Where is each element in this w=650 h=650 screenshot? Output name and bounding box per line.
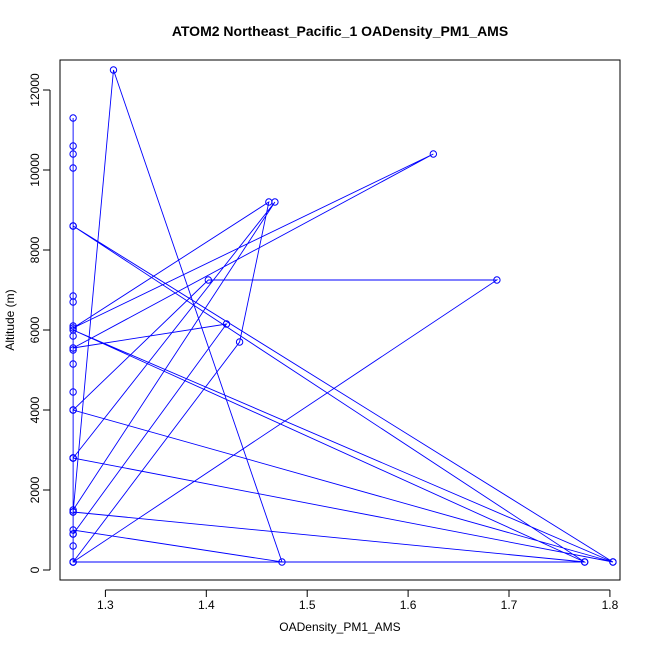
y-tick-label: 12000 <box>28 73 42 107</box>
data-point <box>69 388 77 396</box>
data-point <box>69 454 77 462</box>
chart-title: ATOM2 Northeast_Pacific_1 OADensity_PM1_… <box>172 23 508 39</box>
data-point <box>69 142 77 150</box>
data-point <box>69 324 77 332</box>
x-tick-label: 1.8 <box>602 598 619 612</box>
y-tick-label: 6000 <box>28 316 42 343</box>
data-point <box>69 530 77 538</box>
data-point <box>69 326 77 334</box>
data-point <box>69 150 77 158</box>
data-point <box>69 322 77 330</box>
data-point <box>69 360 77 368</box>
data-point <box>69 164 77 172</box>
x-axis: 1.3 1.4 1.5 1.6 1.7 1.8 <box>97 589 619 612</box>
data-point <box>493 276 501 284</box>
data-point <box>69 114 77 122</box>
data-point <box>235 338 244 346</box>
y-tick-label: 0 <box>28 566 42 573</box>
data-point <box>69 542 77 550</box>
y-axis-label: Altitude (m) <box>3 289 17 350</box>
data-point <box>69 298 77 306</box>
data-point <box>580 558 589 566</box>
y-tick-label: 8000 <box>28 236 42 263</box>
y-axis: 0 2000 4000 6000 8000 10000 12000 <box>28 73 51 573</box>
data-point <box>69 526 77 534</box>
y-tick-label: 2000 <box>28 476 42 503</box>
data-point <box>69 508 77 516</box>
x-tick-label: 1.7 <box>501 598 518 612</box>
series-line <box>72 69 614 563</box>
x-tick-label: 1.3 <box>97 598 114 612</box>
x-tick-label: 1.6 <box>400 598 417 612</box>
data-point <box>204 276 213 284</box>
x-tick-label: 1.4 <box>198 598 215 612</box>
plot-area <box>69 66 617 566</box>
data-point <box>69 222 77 230</box>
y-tick-label: 4000 <box>28 396 42 423</box>
data-point <box>265 198 273 206</box>
data-point <box>69 346 77 354</box>
plot-frame <box>59 59 621 581</box>
data-point <box>69 558 77 566</box>
data-point <box>429 150 438 158</box>
y-tick-label: 10000 <box>28 153 42 187</box>
data-point <box>69 344 77 352</box>
data-point <box>69 506 77 514</box>
data-point <box>278 558 286 566</box>
x-tick-label: 1.5 <box>299 598 316 612</box>
x-axis-label: OADensity_PM1_AMS <box>279 620 400 634</box>
data-point <box>609 558 617 566</box>
data-point <box>222 320 231 328</box>
data-point <box>69 406 77 414</box>
data-point <box>109 66 118 74</box>
